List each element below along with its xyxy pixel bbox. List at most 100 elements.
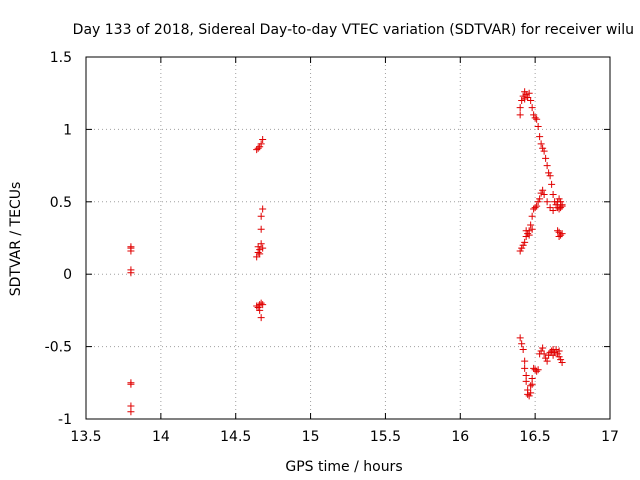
y-tick-label: -0.5 xyxy=(45,340,72,356)
data-point xyxy=(551,348,559,356)
data-point xyxy=(127,243,135,251)
data-point xyxy=(127,408,135,416)
data-point xyxy=(518,340,526,348)
data-point xyxy=(256,250,264,258)
data-point xyxy=(549,206,557,214)
data-point xyxy=(522,91,530,99)
y-tick-label: 1 xyxy=(63,122,72,138)
data-point xyxy=(516,334,524,342)
data-point xyxy=(540,350,548,358)
data-point xyxy=(528,374,536,382)
data-point xyxy=(521,238,529,246)
data-point xyxy=(528,212,536,220)
chart-title: Day 133 of 2018, Sidereal Day-to-day VTE… xyxy=(73,22,634,38)
data-point xyxy=(527,389,535,397)
data-point xyxy=(557,198,565,206)
data-point xyxy=(530,205,538,213)
data-point xyxy=(516,111,524,119)
data-point xyxy=(521,88,529,96)
data-point xyxy=(555,195,563,203)
data-point xyxy=(522,227,530,235)
data-point xyxy=(521,95,529,103)
data-point xyxy=(253,302,261,310)
data-point xyxy=(539,344,547,352)
data-point xyxy=(527,96,535,104)
data-point xyxy=(549,351,557,359)
data-point xyxy=(259,301,267,309)
x-tick-label: 17 xyxy=(601,429,619,445)
x-tick-label: 14.5 xyxy=(220,429,251,445)
data-point xyxy=(546,204,554,212)
grid-layer xyxy=(86,57,610,419)
data-point xyxy=(525,231,533,239)
data-point xyxy=(545,169,553,177)
y-tick-label: 0 xyxy=(63,267,72,283)
data-point xyxy=(256,306,264,314)
data-point xyxy=(536,195,544,203)
data-point xyxy=(534,198,542,206)
data-point xyxy=(554,227,562,235)
data-point xyxy=(546,172,554,180)
data-point xyxy=(531,114,539,122)
y-tick-label: 0.5 xyxy=(50,195,72,211)
data-point xyxy=(524,94,532,102)
data-point xyxy=(519,345,527,353)
tick-layer: 13.5 14 14.5 15 15.5 16 16.5 17 -1 -0.5 0 0.5 1 1.5 xyxy=(45,50,619,445)
data-point xyxy=(257,212,265,220)
data-point xyxy=(127,266,135,274)
x-axis-label: GPS time / hours xyxy=(285,459,402,475)
data-point xyxy=(259,205,267,213)
y-tick-label: -1 xyxy=(58,412,72,428)
data-point xyxy=(257,240,265,248)
data-point xyxy=(543,198,551,206)
data-point xyxy=(539,144,547,152)
data-point xyxy=(554,350,562,358)
data-point xyxy=(257,225,265,233)
x-tick-label: 16.5 xyxy=(520,429,551,445)
data-point xyxy=(534,366,542,374)
data-point xyxy=(518,96,526,104)
data-point xyxy=(530,364,538,372)
data-point xyxy=(257,314,265,322)
data-point xyxy=(525,89,533,97)
x-tick-label: 13.5 xyxy=(70,429,101,445)
data-point xyxy=(533,367,541,375)
data-point xyxy=(533,202,541,210)
data-point xyxy=(555,205,563,213)
data-point xyxy=(528,104,536,112)
data-point xyxy=(521,364,529,372)
data-point xyxy=(543,162,551,170)
data-point xyxy=(558,359,566,367)
x-tick-label: 16 xyxy=(451,429,469,445)
data-point xyxy=(540,191,548,199)
data-point xyxy=(552,201,560,209)
data-point xyxy=(542,154,550,162)
data-point xyxy=(256,143,264,151)
data-point xyxy=(537,140,545,148)
data-point xyxy=(528,225,536,233)
data-point xyxy=(525,392,533,400)
data-point xyxy=(539,186,547,194)
data-point xyxy=(257,299,265,307)
data-point xyxy=(254,248,262,256)
data-point xyxy=(531,204,539,212)
data-point xyxy=(516,104,524,112)
x-tick-label: 15.5 xyxy=(370,429,401,445)
data-point xyxy=(549,191,557,199)
data-point xyxy=(253,146,261,154)
data-point xyxy=(518,244,526,252)
data-point xyxy=(542,354,550,362)
data-point xyxy=(537,189,545,197)
data-point xyxy=(530,111,538,119)
data-point xyxy=(259,244,267,252)
data-point xyxy=(555,233,563,241)
data-point xyxy=(543,357,551,365)
data-point xyxy=(552,345,560,353)
data-point xyxy=(558,202,566,210)
data-point xyxy=(548,347,556,355)
data-point xyxy=(540,147,548,155)
points-layer xyxy=(127,88,566,416)
data-point xyxy=(519,241,527,249)
data-point xyxy=(557,231,565,239)
plot-frame xyxy=(85,56,611,420)
